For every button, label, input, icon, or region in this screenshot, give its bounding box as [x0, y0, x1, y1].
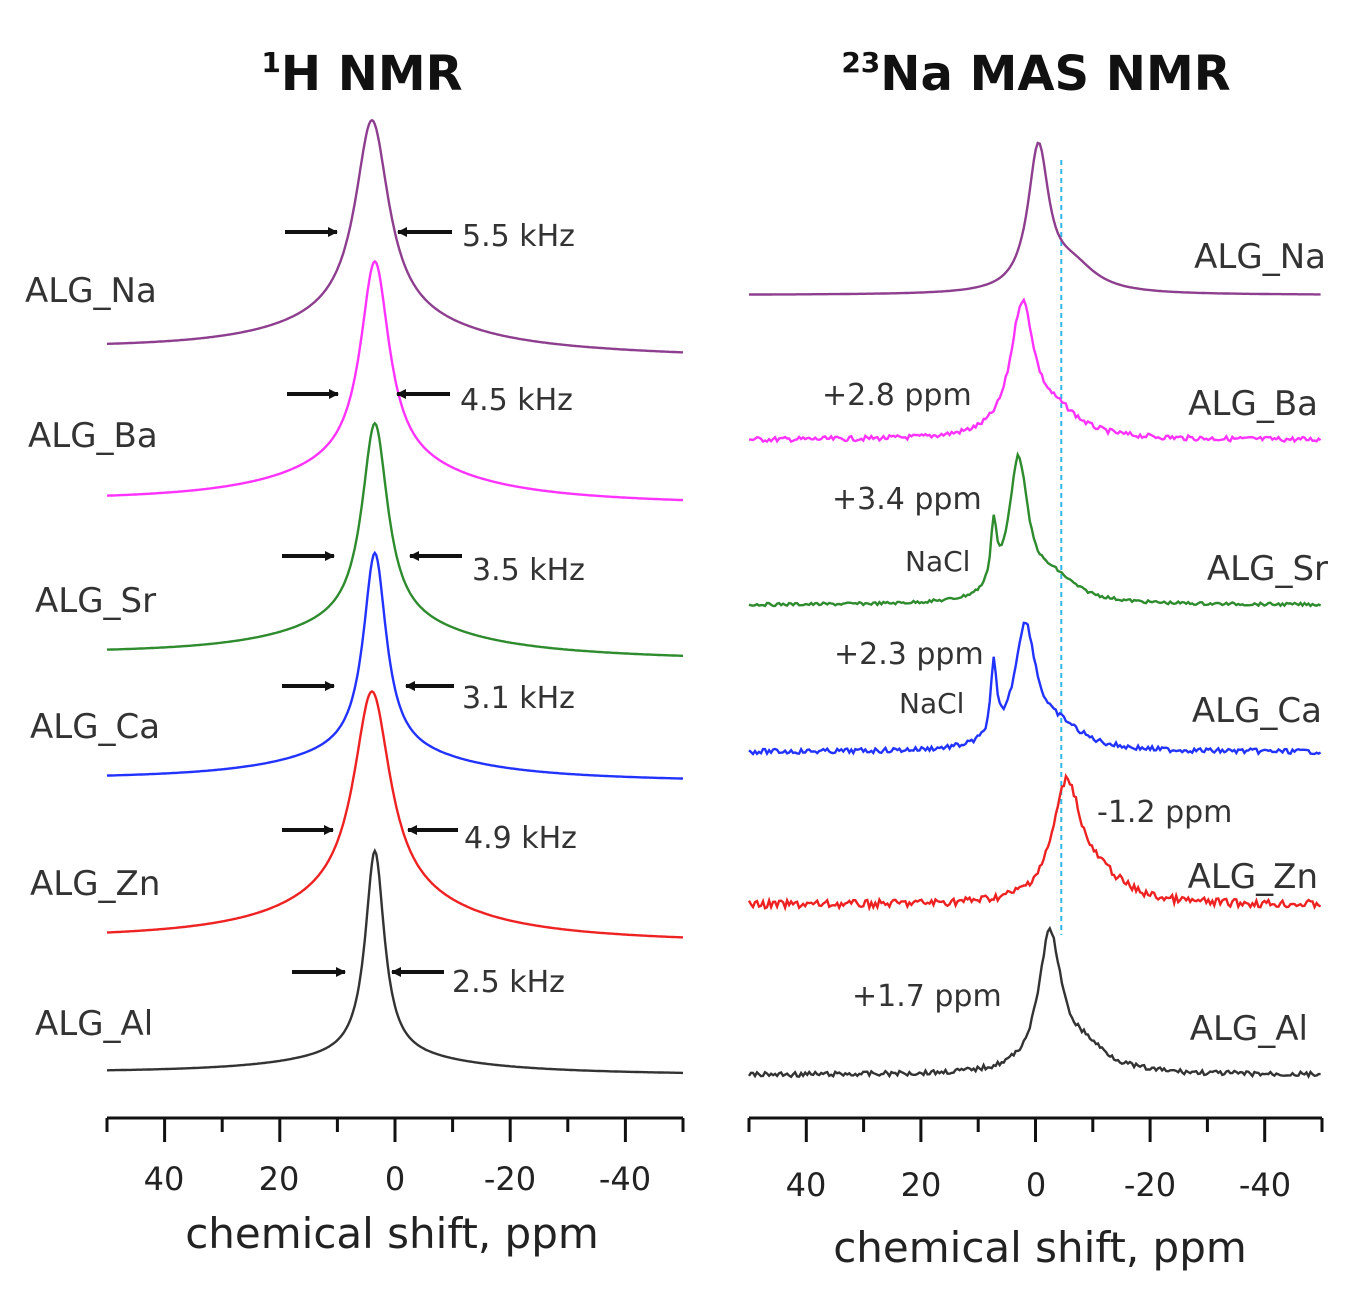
spectrum-line: [107, 421, 683, 657]
x-axis-right: 40 20 0 -20 -40 chemical shift, ppm: [747, 1116, 1324, 1272]
spectrum-line: [107, 847, 683, 1075]
sample-label: ALG_Na: [25, 271, 157, 311]
sample-label: ALG_Ca: [30, 707, 160, 747]
axis-ticks: [747, 1118, 1324, 1142]
tick-label: 40: [786, 1166, 827, 1204]
tick-label: 0: [1026, 1166, 1046, 1204]
sample-label: ALG_Ba: [1188, 384, 1318, 424]
title-main: Na MAS NMR: [880, 46, 1230, 102]
fwhm-label: 5.5 kHz: [462, 219, 575, 254]
sample-label: ALG_Sr: [1207, 549, 1328, 589]
title-superscript: 1: [261, 46, 280, 79]
fwhm-label: 3.1 kHz: [462, 681, 575, 716]
panel-1h-nmr: 1H NMR ALG_Na ALG_Ba ALG_Sr ALG_Ca ALG_Z…: [25, 46, 685, 1258]
shift-annotation: -1.2 ppm: [1097, 795, 1232, 830]
title-main: H NMR: [281, 46, 463, 102]
spectrum-line: [749, 297, 1322, 444]
tick-label: -40: [599, 1160, 651, 1198]
shift-annotation: +3.4 ppm: [832, 482, 982, 517]
x-axis-title: chemical shift, ppm: [833, 1223, 1247, 1272]
x-axis-title: chemical shift, ppm: [185, 1209, 599, 1258]
spectrum-line: [107, 118, 684, 354]
sample-label: ALG_Zn: [30, 864, 160, 904]
axis-ticks: [105, 1118, 685, 1142]
nacl-label: NaCl: [905, 545, 970, 578]
spectrum-line: [747, 773, 1322, 912]
tick-label: 40: [144, 1160, 185, 1198]
fwhm-label: 4.9 kHz: [464, 821, 577, 856]
sample-label: ALG_Na: [1194, 237, 1326, 277]
right-spectra: [747, 141, 1322, 1080]
fwhm-label: 3.5 kHz: [472, 553, 585, 588]
x-axis-left: 40 20 0 -20 -40 chemical shift, ppm: [105, 1116, 685, 1258]
fwhm-label: 4.5 kHz: [460, 383, 573, 418]
spectrum-line: [106, 550, 684, 780]
sample-label: ALG_Al: [1190, 1009, 1308, 1049]
panel-title-1h: 1H NMR: [261, 46, 462, 102]
sample-label: ALG_Sr: [35, 581, 156, 621]
spectrum-line: [747, 925, 1321, 1080]
left-spectra: [106, 118, 684, 1075]
tick-label: 20: [259, 1160, 300, 1198]
tick-label: -40: [1239, 1166, 1291, 1204]
fwhm-label: 2.5 kHz: [452, 965, 565, 1000]
tick-label: -20: [484, 1160, 536, 1198]
tick-label: 20: [901, 1166, 942, 1204]
sample-label: ALG_Ba: [28, 416, 158, 456]
shift-annotation: +1.7 ppm: [852, 979, 1002, 1014]
shift-annotation: +2.8 ppm: [822, 378, 972, 413]
sample-label: ALG_Zn: [1188, 857, 1318, 897]
spectrum-line: [748, 451, 1322, 608]
title-superscript: 23: [841, 46, 880, 79]
sample-label: ALG_Al: [35, 1004, 153, 1044]
spectrum-line: [748, 621, 1322, 757]
panel-title-23na: 23Na MAS NMR: [841, 46, 1230, 102]
panel-23na-mas-nmr: 23Na MAS NMR ALG_Na ALG_Ba ALG_Sr ALG_Ca…: [747, 46, 1328, 1272]
nacl-label: NaCl: [899, 687, 964, 720]
spectrum-line: [106, 689, 684, 939]
tick-label: 0: [385, 1160, 405, 1198]
sample-label: ALG_Ca: [1192, 691, 1322, 731]
spectrum-line: [106, 259, 683, 502]
tick-label: -20: [1124, 1166, 1176, 1204]
shift-annotation: +2.3 ppm: [834, 637, 984, 672]
spectrum-line: [749, 141, 1321, 296]
